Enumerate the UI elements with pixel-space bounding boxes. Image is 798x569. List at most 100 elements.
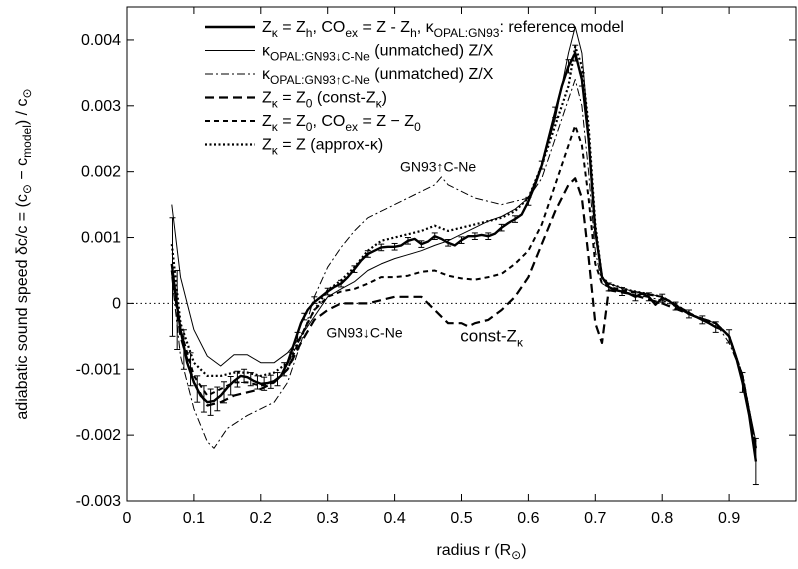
error-bar	[512, 215, 519, 223]
error-bar	[685, 309, 692, 319]
error-bar	[578, 72, 585, 87]
series-approx_k	[170, 45, 757, 449]
x-tick-label: 0.9	[718, 510, 740, 527]
legend-entry-gn93_up: κOPAL:GN93↑C-Ne (unmatched) Z/X	[205, 66, 494, 87]
y-tick-label: 0.004	[81, 32, 121, 49]
annotation-const_label: const-Zκ	[460, 327, 524, 350]
error-bar	[311, 296, 318, 304]
x-tick-label: 0.8	[651, 510, 673, 527]
error-bar	[525, 196, 532, 206]
error-bar	[572, 44, 579, 62]
y-tick-label: 0.001	[81, 230, 121, 247]
legend-label: Zκ = Zh, COex = Z - Zh, κOPAL:GN93: refe…	[262, 19, 624, 40]
error-bar	[712, 321, 719, 333]
x-tick-label: 0.2	[250, 510, 272, 527]
legend-label: κOPAL:GN93↓C-Ne (unmatched) Z/X	[262, 43, 494, 64]
y-tick-label: -0.001	[76, 361, 121, 378]
error-bar	[471, 232, 478, 241]
error-bar	[445, 239, 452, 247]
error-bar	[364, 250, 371, 258]
error-bar	[287, 351, 294, 361]
annotation-gn93_up_label: GN93↑C-Ne	[400, 159, 476, 175]
error-bar	[169, 217, 176, 337]
error-bar	[194, 375, 201, 403]
series-layer	[170, 26, 758, 462]
legend-entry-const_z: Zκ = Z0 (const-Zκ)	[205, 90, 387, 111]
error-bar	[301, 312, 308, 321]
error-bar	[351, 265, 358, 273]
error-bar	[254, 375, 261, 390]
error-bar	[180, 329, 187, 370]
error-bar	[247, 372, 254, 387]
legend-entry-gn93_down: κOPAL:GN93↓C-Ne (unmatched) Z/X	[205, 43, 494, 64]
error-bar	[221, 381, 228, 404]
error-bar	[174, 269, 181, 351]
error-bar	[227, 376, 234, 396]
error-bar	[200, 385, 207, 413]
y-axis-label: adiabatic sound speed δc/c = (c⊙ − cmode…	[14, 88, 34, 419]
series-reference	[170, 51, 758, 462]
error-bar	[391, 242, 398, 251]
error-bar	[659, 293, 666, 303]
error-bar	[431, 232, 438, 241]
x-tick-label: 0.3	[317, 510, 339, 527]
error-bar	[294, 331, 301, 341]
error-bar	[324, 287, 331, 296]
error-bar	[485, 232, 492, 241]
error-bar	[498, 223, 505, 232]
legend-entry-co_ex: Zκ = Z0, COex = Z − Z0	[205, 113, 421, 134]
error-bar	[267, 374, 274, 389]
y-tick-label: -0.003	[76, 493, 121, 510]
error-bar	[207, 388, 214, 416]
legend-label: Zκ = Z (approx-κ)	[262, 137, 383, 158]
x-tick-label: 0.7	[584, 510, 606, 527]
error-bar	[565, 59, 572, 74]
error-bar	[241, 368, 248, 383]
error-bar	[619, 287, 626, 296]
error-bar	[699, 315, 706, 325]
legend-label: Zκ = Z0 (const-Zκ)	[262, 90, 387, 111]
x-axis-label: radius r (R⊙)	[436, 542, 526, 562]
series-co_ex	[170, 124, 757, 449]
error-bar	[726, 329, 733, 344]
legend: Zκ = Zh, COex = Z - Zh, κOPAL:GN93: refe…	[205, 19, 624, 158]
y-tick-label: -0.002	[76, 427, 121, 444]
annotation-gn93_down_label: GN93↓C-Ne	[326, 325, 402, 341]
error-bar	[418, 240, 425, 248]
error-bar	[187, 352, 194, 387]
y-tick-label: 0.003	[81, 98, 121, 115]
error-bar	[234, 370, 241, 388]
error-bar	[632, 292, 639, 302]
error-bar	[672, 301, 679, 311]
error-bar	[378, 243, 385, 252]
error-bar	[338, 279, 345, 288]
error-bar	[645, 292, 652, 302]
error-bar	[274, 372, 281, 387]
series-gn93_up	[171, 79, 757, 455]
error-bars	[169, 44, 759, 486]
error-bar	[552, 106, 559, 119]
legend-entry-approx_k: Zκ = Z (approx-κ)	[205, 137, 383, 158]
x-tick-label: 0.5	[450, 510, 472, 527]
x-tick-label: 0	[123, 510, 132, 527]
error-bar	[752, 437, 759, 486]
legend-entry-reference: Zκ = Zh, COex = Z - Zh, κOPAL:GN93: refe…	[205, 19, 624, 40]
error-bar	[605, 282, 612, 292]
legend-label: κOPAL:GN93↑C-Ne (unmatched) Z/X	[262, 66, 494, 87]
error-bar	[404, 237, 411, 245]
y-tick-label: 0	[112, 295, 121, 312]
x-tick-label: 0.4	[383, 510, 405, 527]
x-tick-label: 0.6	[517, 510, 539, 527]
error-bar	[261, 376, 268, 391]
annotations: GN93↑C-Ne GN93↓C-Ne const-Zκ	[326, 159, 524, 350]
x-tick-label: 0.1	[183, 510, 205, 527]
error-bar	[458, 236, 465, 244]
series-gn93_down	[171, 26, 757, 442]
axis-labels: radius r (R⊙) adiabatic sound speed δc/c …	[14, 88, 527, 562]
error-bar	[739, 372, 746, 393]
legend-label: Zκ = Z0, COex = Z − Z0	[262, 113, 421, 134]
error-bar	[281, 362, 288, 377]
error-bar	[214, 386, 221, 412]
y-tick-label: 0.002	[81, 164, 121, 181]
